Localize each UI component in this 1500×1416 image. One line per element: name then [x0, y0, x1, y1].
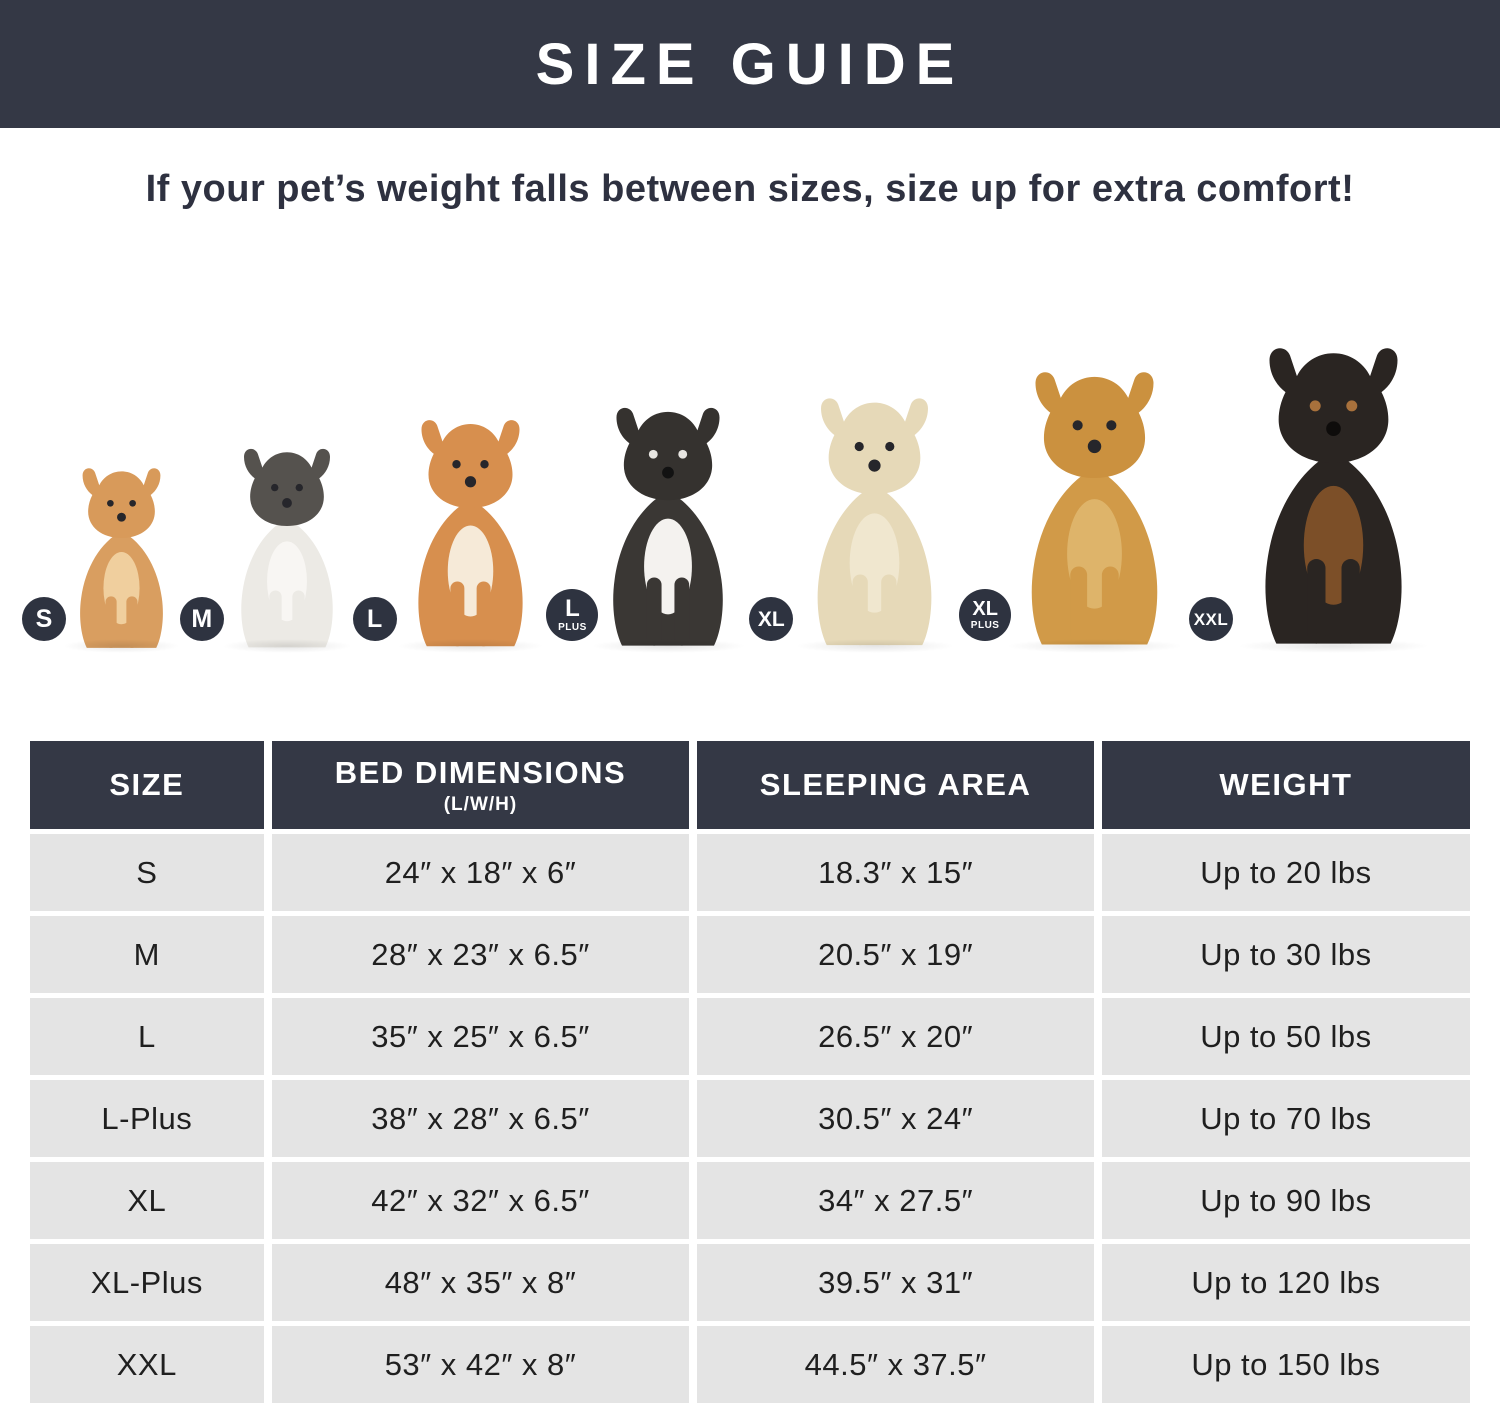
cell-bed-dimensions: 24″ x 18″ x 6″ — [271, 834, 690, 911]
size-badge-l: L — [352, 597, 397, 641]
cell-sleeping-area: 39.5″ x 31″ — [697, 1244, 1094, 1321]
page-title: SIZE GUIDE — [535, 31, 965, 97]
cell-size: S — [30, 834, 264, 911]
dog-size-s: S — [22, 460, 191, 655]
table-row-xl-plus: XL-Plus 48″ x 35″ x 8″ 39.5″ x 31″ Up to… — [30, 1244, 1470, 1321]
cell-bed-dimensions: 38″ x 28″ x 6.5″ — [271, 1080, 690, 1157]
size-badge-s: S — [22, 597, 66, 641]
cell-weight: Up to 70 lbs — [1101, 1080, 1470, 1157]
golden-retriever-icon — [1031, 372, 1158, 645]
table-row-xl: XL 42″ x 32″ x 6.5″ 34″ x 27.5″ Up to 90… — [30, 1162, 1470, 1239]
dog-size-xl-plus: XL PLUS — [959, 360, 1200, 655]
cell-size: XXL — [30, 1326, 264, 1403]
dog-size-row: S M — [0, 255, 1500, 655]
col-header-weight: WEIGHT — [1101, 741, 1470, 829]
col-header-bed-sub: (L/W/H) — [443, 793, 518, 815]
cell-weight: Up to 50 lbs — [1101, 998, 1470, 1075]
table-row-l: L 35″ x 25″ x 6.5″ 26.5″ x 20″ Up to 50 … — [30, 998, 1470, 1075]
dog-size-xl: XL — [749, 387, 970, 655]
pomeranian-dog-icon — [80, 468, 163, 648]
cell-weight: Up to 30 lbs — [1101, 916, 1470, 993]
cell-sleeping-area: 30.5″ x 24″ — [697, 1080, 1094, 1157]
cell-weight: Up to 20 lbs — [1101, 834, 1470, 911]
cell-sleeping-area: 26.5″ x 20″ — [697, 998, 1094, 1075]
cell-bed-dimensions: 48″ x 35″ x 8″ — [271, 1244, 690, 1321]
cell-size: M — [30, 916, 264, 993]
cell-size: L-Plus — [30, 1080, 264, 1157]
table-row-xxl: XXL 53″ x 42″ x 8″ 44.5″ x 37.5″ Up to 1… — [30, 1326, 1470, 1403]
french-bulldog-icon — [241, 448, 333, 648]
col-header-size: SIZE — [30, 741, 264, 829]
cell-bed-dimensions: 53″ x 42″ x 8″ — [271, 1326, 690, 1403]
doberman-icon — [1265, 348, 1402, 644]
size-badge-l-plus: L PLUS — [546, 589, 599, 641]
cell-sleeping-area: 34″ x 27.5″ — [697, 1162, 1094, 1239]
table-row-l-plus: L-Plus 38″ x 28″ x 6.5″ 30.5″ x 24″ Up t… — [30, 1080, 1470, 1157]
labrador-icon — [817, 398, 932, 646]
size-badge-xl: XL — [749, 597, 794, 641]
table-row-m: M 28″ x 23″ x 6.5″ 20.5″ x 19″ Up to 30 … — [30, 916, 1470, 993]
shiba-inu-icon — [418, 420, 523, 647]
col-header-sleeping-area: SLEEPING AREA — [697, 741, 1094, 829]
border-collie-icon — [613, 407, 724, 646]
dog-size-l-plus: L PLUS — [546, 397, 760, 655]
cell-sleeping-area: 44.5″ x 37.5″ — [697, 1326, 1094, 1403]
size-badge-xl-plus: XL PLUS — [959, 589, 1012, 641]
cell-weight: Up to 150 lbs — [1101, 1326, 1470, 1403]
cell-bed-dimensions: 35″ x 25″ x 6.5″ — [271, 998, 690, 1075]
subtitle: If your pet’s weight falls between sizes… — [145, 168, 1355, 210]
size-badge-m: M — [179, 597, 224, 641]
table-header-row: SIZE BED DIMENSIONS (L/W/H) SLEEPING AREA… — [30, 741, 1470, 829]
size-table-section: SIZE BED DIMENSIONS (L/W/H) SLEEPING AREA… — [22, 736, 1478, 1408]
col-header-bed-dimensions: BED DIMENSIONS (L/W/H) — [271, 741, 690, 829]
size-table: SIZE BED DIMENSIONS (L/W/H) SLEEPING AREA… — [22, 736, 1478, 1408]
cell-sleeping-area: 18.3″ x 15″ — [697, 834, 1094, 911]
cell-size: L — [30, 998, 264, 1075]
cell-size: XL-Plus — [30, 1244, 264, 1321]
cell-weight: Up to 120 lbs — [1101, 1244, 1470, 1321]
cell-bed-dimensions: 42″ x 32″ x 6.5″ — [271, 1162, 690, 1239]
cell-sleeping-area: 20.5″ x 19″ — [697, 916, 1094, 993]
size-badge-xxl: XXL — [1188, 597, 1233, 641]
dog-size-m: M — [179, 440, 364, 655]
header-bar: SIZE GUIDE — [0, 0, 1500, 128]
cell-size: XL — [30, 1162, 264, 1239]
table-row-s: S 24″ x 18″ x 6″ 18.3″ x 15″ Up to 20 lb… — [30, 834, 1470, 911]
dog-size-xxl: XXL — [1188, 335, 1448, 655]
cell-bed-dimensions: 28″ x 23″ x 6.5″ — [271, 916, 690, 993]
dog-size-l: L — [352, 410, 558, 655]
cell-weight: Up to 90 lbs — [1101, 1162, 1470, 1239]
